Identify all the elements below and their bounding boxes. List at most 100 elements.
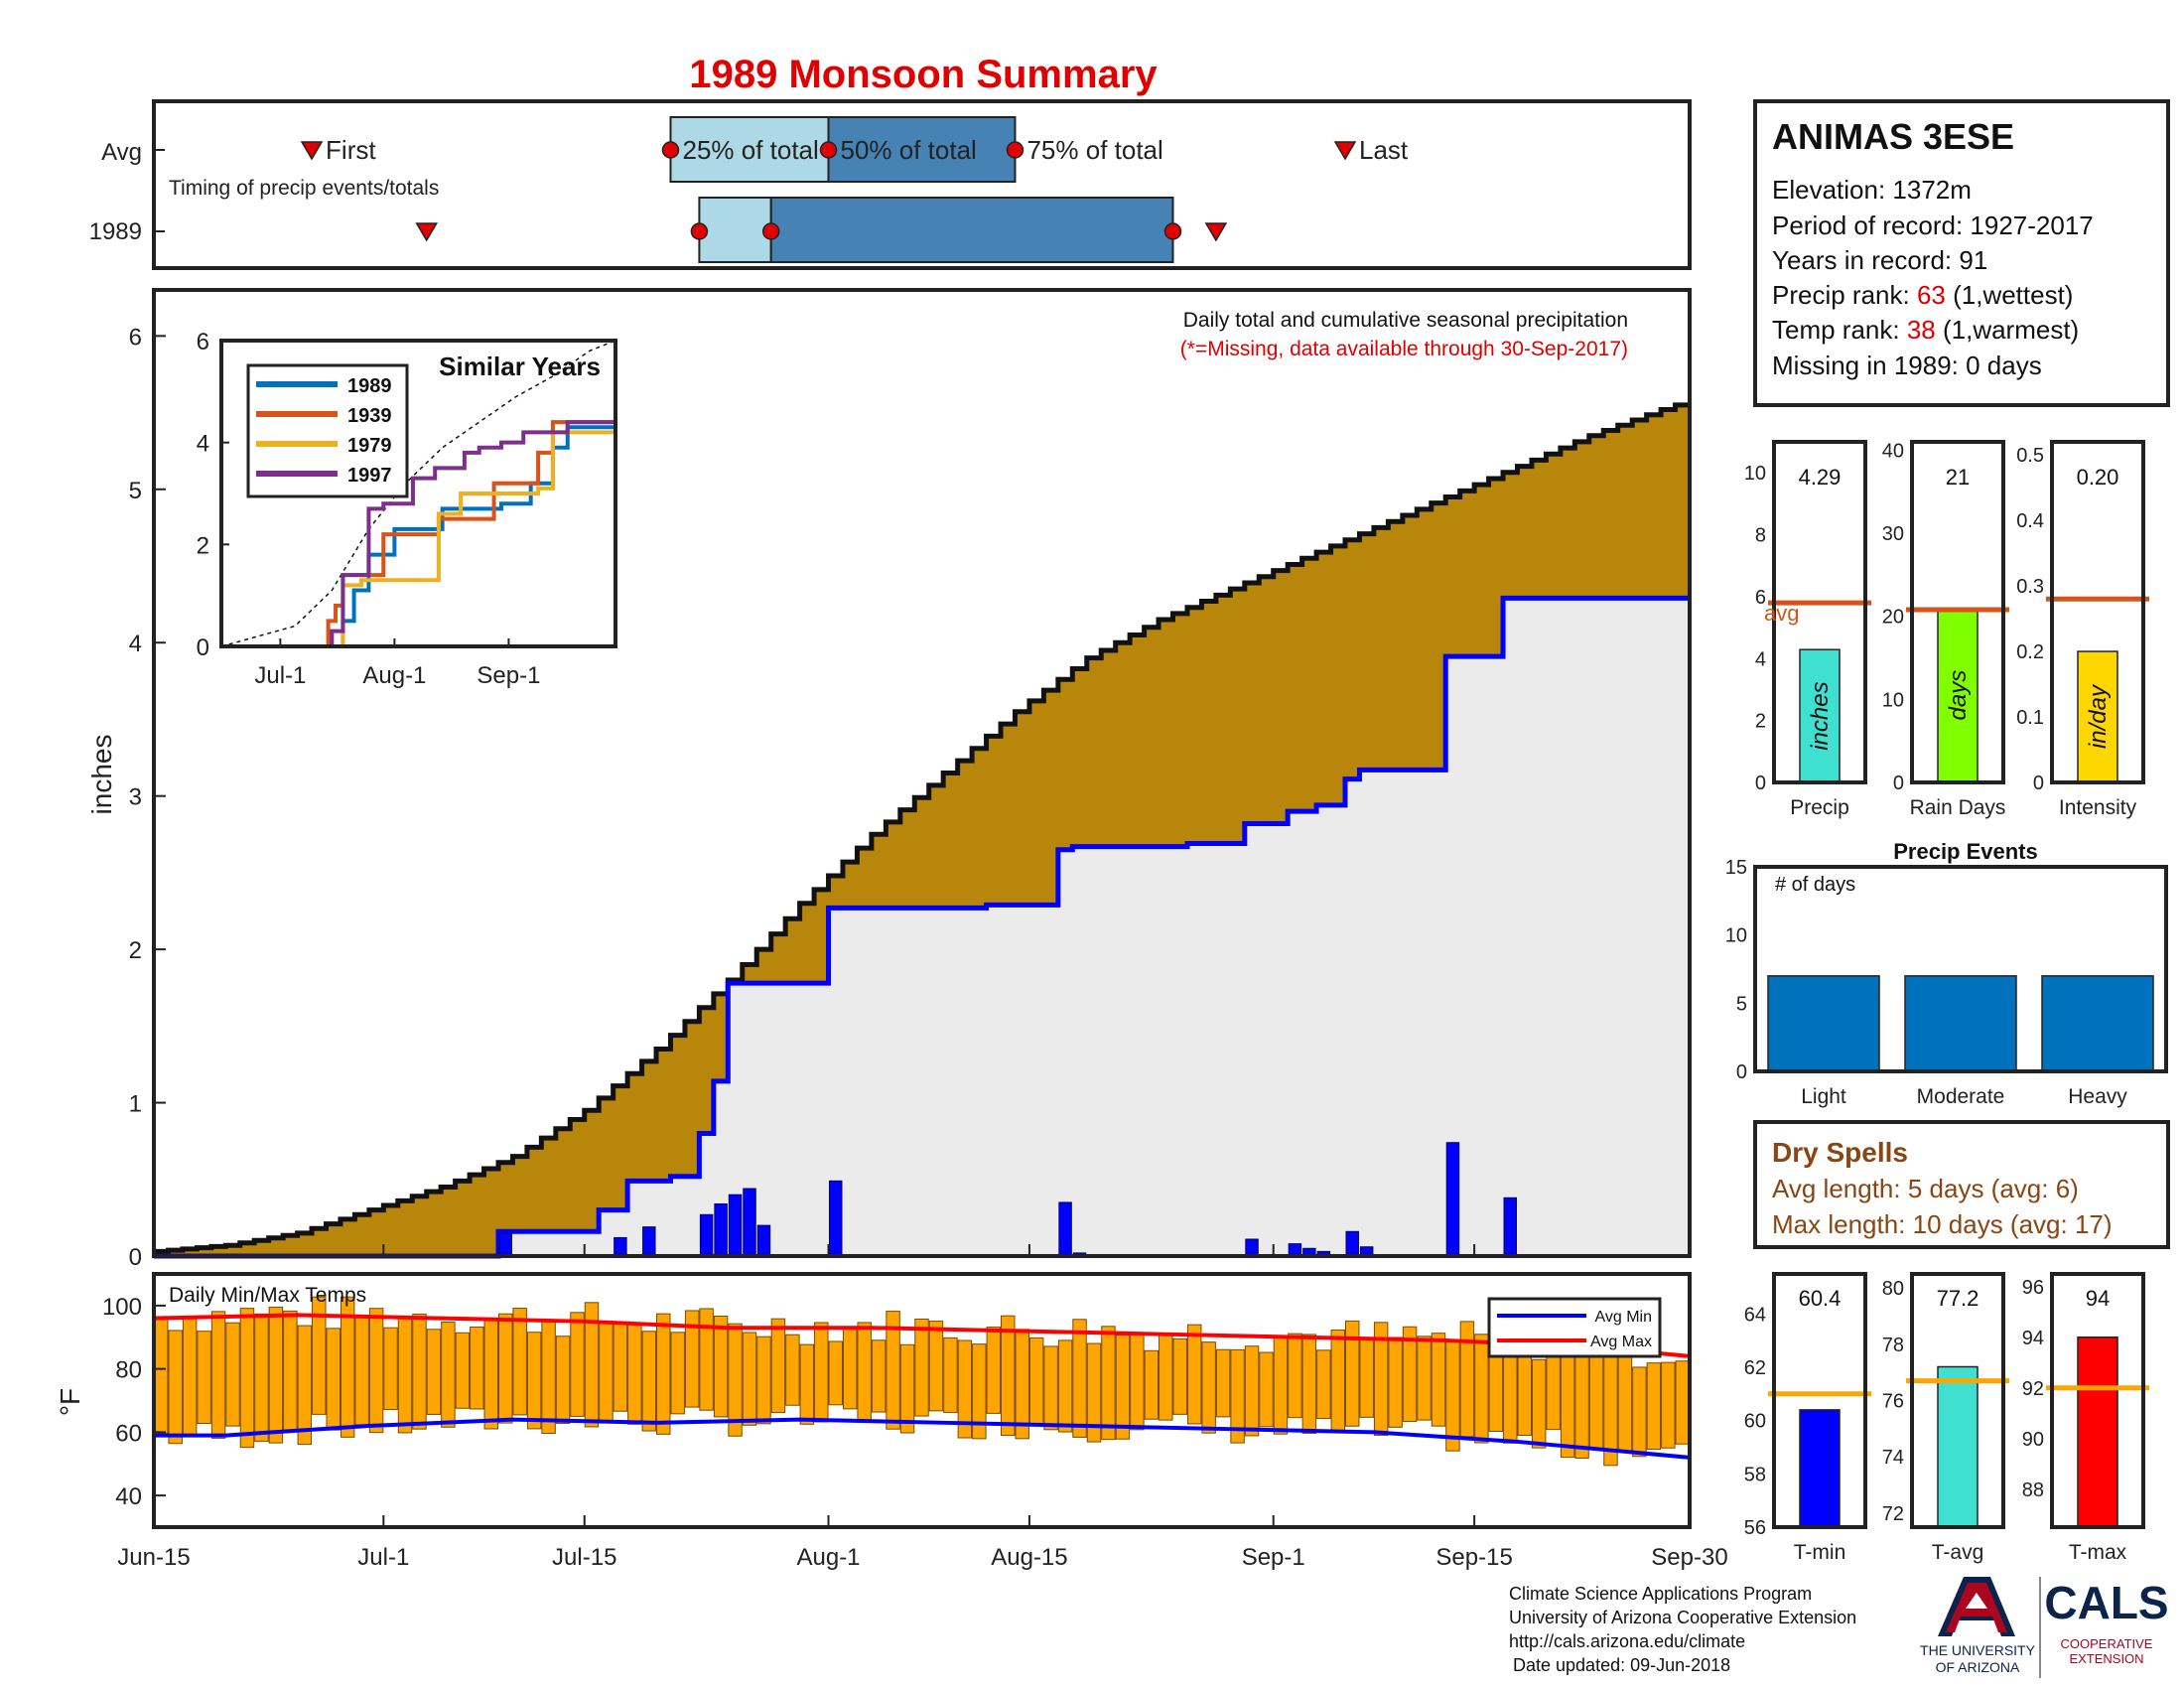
cals-logo: CALS COOPERATIVE EXTENSION (2044, 1577, 2168, 1666)
station-period: Period of record: 1927-2017 (1772, 211, 2094, 240)
event-bar-light (1767, 975, 1880, 1072)
daily-temp-bar (312, 1296, 327, 1415)
avg-cumulative-line (154, 402, 1690, 1254)
last-label: Last (1359, 135, 1409, 165)
events-plot-area: Light Moderate Heavy 0 5 10 15 (1725, 857, 2154, 1108)
daily-temp-bar (512, 1308, 527, 1416)
temp-bar-y-tick: 90 (2022, 1429, 2044, 1451)
stat-bar-y-tick: 0.4 (2016, 510, 2044, 532)
inset-legend-label: 1979 (347, 435, 392, 457)
year-q75-marker (1163, 222, 1182, 240)
avg-q25-marker (661, 141, 680, 159)
temp-bar-fill (1937, 1365, 1979, 1528)
main-caption: Daily total and cumulative seasonal prec… (1183, 309, 1628, 332)
daily-temp-bar (1186, 1324, 1202, 1425)
temp-bar-y-tick: 64 (1744, 1304, 1766, 1326)
station-temp-rank: Temp rank: 38 (1,warmest) (1772, 315, 2079, 345)
daily-temp-bar (857, 1322, 872, 1423)
temp-bar-y-tick: 94 (2022, 1328, 2044, 1349)
daily-temp-bar (1159, 1334, 1173, 1421)
daily-temp-bar (297, 1325, 313, 1446)
inset-legend-items: 1989 1939 1979 1997 (256, 375, 392, 487)
stat-bar-unit: in/day (2085, 683, 2112, 749)
stat-bar-y-tick: 4 (1755, 648, 1766, 670)
ua-line-1: THE UNIVERSITY (1920, 1642, 2036, 1658)
year-q25-marker (690, 222, 709, 240)
events-y-tick: 15 (1725, 857, 1747, 879)
q50-label: 50% of total (841, 135, 977, 165)
temps-frame (152, 1272, 1692, 1529)
timing-row-avg: Avg (101, 139, 142, 166)
daily-precip-bar (1245, 1238, 1259, 1257)
footer-line-4: Date updated: 09-Jun-2018 (1513, 1655, 1730, 1675)
daily-precip-bar (614, 1236, 627, 1257)
daily-temp-bar (182, 1317, 198, 1436)
temps-y-label: °F (55, 1388, 85, 1416)
legend-avg-max: Avg Max (1590, 1334, 1652, 1350)
daily-temp-bar (1301, 1334, 1317, 1434)
x-tick-label: Sep-1 (1242, 1544, 1305, 1571)
daily-precip-bar (714, 1202, 728, 1257)
stat-bar-avg-label: avg (1764, 601, 1799, 626)
timing-caption: Timing of precip events/totals (169, 177, 439, 200)
daily-temp-bar (670, 1332, 685, 1415)
daily-temp-bar (756, 1336, 771, 1425)
daily-temp-bar (1417, 1336, 1432, 1421)
x-tick-label: Sep-30 (1651, 1544, 1727, 1571)
stat-bar-value: 4.29 (1799, 465, 1842, 490)
daily-precip-bar (1503, 1196, 1518, 1257)
daily-temp-bar (197, 1331, 211, 1424)
inset-frame (219, 339, 617, 648)
inset-y-tick: 0 (197, 634, 209, 661)
temp-bar-y-tick: 62 (1744, 1357, 1766, 1379)
event-category-label: Heavy (2068, 1085, 2127, 1108)
daily-temp-bar (1215, 1348, 1231, 1418)
daily-precip-bar (829, 1180, 843, 1257)
daily-temp-bar (684, 1310, 700, 1408)
inset-y-tick: 4 (197, 431, 209, 458)
event-category-label: Moderate (1917, 1085, 2005, 1108)
x-tick-label: Sep-15 (1435, 1544, 1512, 1571)
daily-precip-bar (743, 1188, 756, 1257)
temp-bar-t-max: 88 90 92 94 96 94 T-max (2022, 1272, 2149, 1564)
daily-temp-bar (1172, 1337, 1187, 1415)
daily-temp-bar (799, 1343, 815, 1425)
main-y-tick: 4 (129, 631, 142, 657)
daily-temp-bar (1474, 1334, 1489, 1444)
daily-temp-bar (225, 1322, 240, 1427)
daily-temp-bar (1288, 1333, 1302, 1419)
main-note: (*=Missing, data available through 30-Se… (1180, 338, 1628, 360)
daily-temp-bar (1330, 1329, 1346, 1433)
events-title: Precip Events (1893, 839, 2038, 864)
temp-bar-caption: T-min (1794, 1541, 1846, 1564)
events-y-tick: 10 (1725, 925, 1747, 947)
x-tick-label: Aug-15 (991, 1544, 1067, 1571)
event-bar-moderate (1904, 975, 2017, 1072)
daily-precip-bar (1058, 1201, 1072, 1257)
temps-plot-area (153, 1296, 1691, 1467)
daily-temp-bar (1388, 1336, 1403, 1428)
daily-temp-bar (268, 1306, 284, 1444)
block-a-icon (1938, 1577, 2015, 1636)
stat-bar-intensity: 0 0.1 0.2 0.3 0.4 0.5 0.20 in/day Intensity (2016, 440, 2149, 819)
daily-temp-bar (1230, 1348, 1245, 1444)
main-y-tick: 1 (129, 1091, 142, 1118)
inset-x-tick: Jul-1 (254, 662, 306, 689)
cals-wordmark: CALS (2044, 1577, 2168, 1628)
daily-temp-bar (1373, 1322, 1389, 1437)
stat-bar-y-tick: 0.5 (2016, 445, 2044, 467)
stat-bar-y-tick: 10 (1744, 463, 1766, 485)
daily-temp-bar (168, 1330, 183, 1445)
stat-bar-y-tick: 30 (1882, 523, 1904, 545)
daily-temp-bar (470, 1327, 484, 1410)
daily-temp-bar (1273, 1336, 1289, 1435)
temp-bar-y-tick: 80 (1882, 1278, 1904, 1300)
stat-bar-value: 0.20 (2077, 465, 2119, 490)
events-label: # of days (1775, 874, 1855, 896)
inset-legend: 1989 1939 1979 1997 (246, 363, 409, 498)
daily-temp-bar (770, 1318, 786, 1414)
temps-label: Daily Min/Max Temps (169, 1284, 366, 1307)
daily-temp-bar (1431, 1333, 1446, 1427)
avg-first-marker (300, 141, 324, 161)
stat-bar-y-tick: 40 (1882, 440, 1904, 462)
